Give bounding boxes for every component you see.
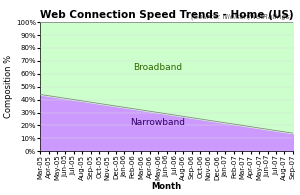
Text: Broadband: Broadband — [133, 63, 182, 72]
Text: Narrowband: Narrowband — [130, 118, 185, 127]
X-axis label: Month: Month — [152, 182, 182, 191]
Title: Web Connection Speed Trends - Home (US): Web Connection Speed Trends - Home (US) — [40, 10, 293, 20]
Text: (Source: Nielsen/NetRatings): (Source: Nielsen/NetRatings) — [191, 13, 293, 20]
Y-axis label: Composition %: Composition % — [4, 55, 13, 118]
